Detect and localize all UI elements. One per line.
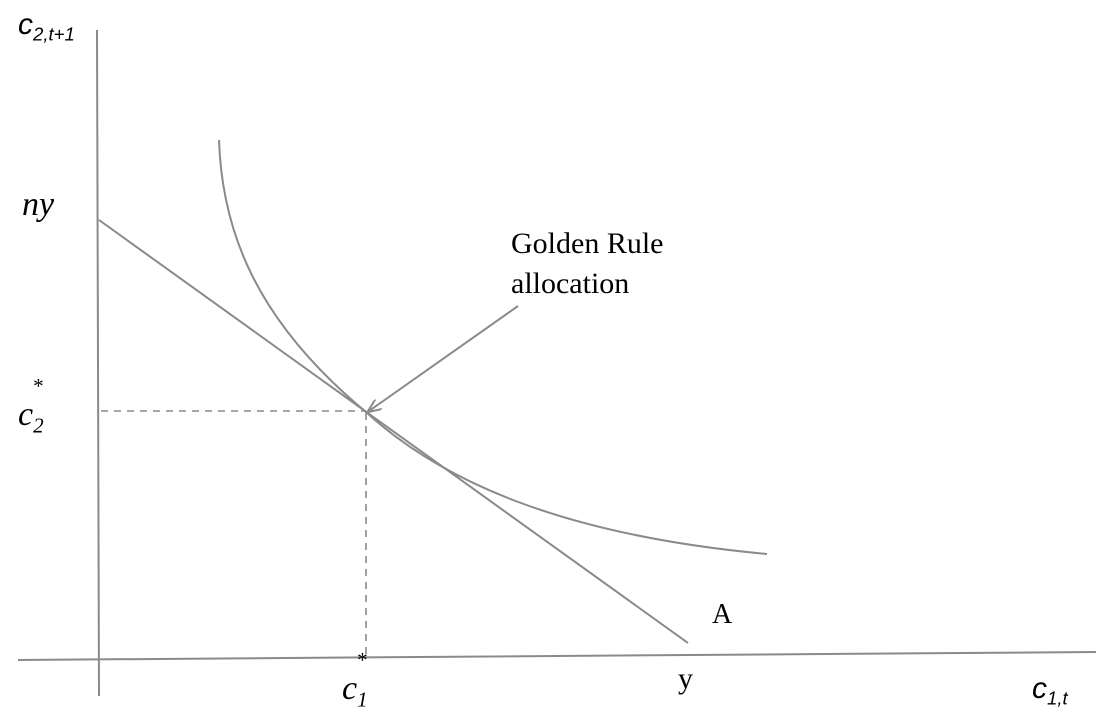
x-axis-label: c1,t bbox=[1032, 674, 1068, 708]
c2-star-label: c * 2 bbox=[18, 375, 44, 438]
x-axis bbox=[17, 651, 1097, 661]
y-axis bbox=[96, 29, 100, 697]
annotation-line-2: allocation bbox=[511, 267, 630, 300]
c2-star-sup: * bbox=[33, 374, 44, 398]
y-axis-sub: 2,t+1 bbox=[33, 23, 75, 45]
c1-star-sub: 1 bbox=[357, 687, 368, 712]
x-axis-var: c bbox=[1032, 672, 1047, 705]
y-axis-var: c bbox=[18, 8, 33, 41]
y-intercept-label: y bbox=[678, 662, 693, 695]
c1-star-var: c bbox=[342, 670, 358, 707]
budget-line bbox=[98, 219, 689, 644]
c1-star-sup: * bbox=[357, 648, 368, 672]
point-a-label: A bbox=[712, 599, 733, 630]
ny-label: ny bbox=[22, 186, 55, 223]
annotation-line-1: Golden Rule bbox=[511, 227, 664, 260]
c2-star-sub: 2 bbox=[33, 413, 44, 438]
annotation-arrow bbox=[369, 305, 519, 411]
c1-star-label: c * 1 bbox=[342, 649, 368, 712]
indifference-curve bbox=[218, 139, 768, 555]
y-axis-label: c2,t+1 bbox=[18, 10, 75, 44]
c2-star-var: c bbox=[18, 396, 34, 433]
golden-rule-annotation: Golden Rule allocation bbox=[511, 224, 663, 304]
x-axis-sub: 1,t bbox=[1047, 687, 1068, 709]
